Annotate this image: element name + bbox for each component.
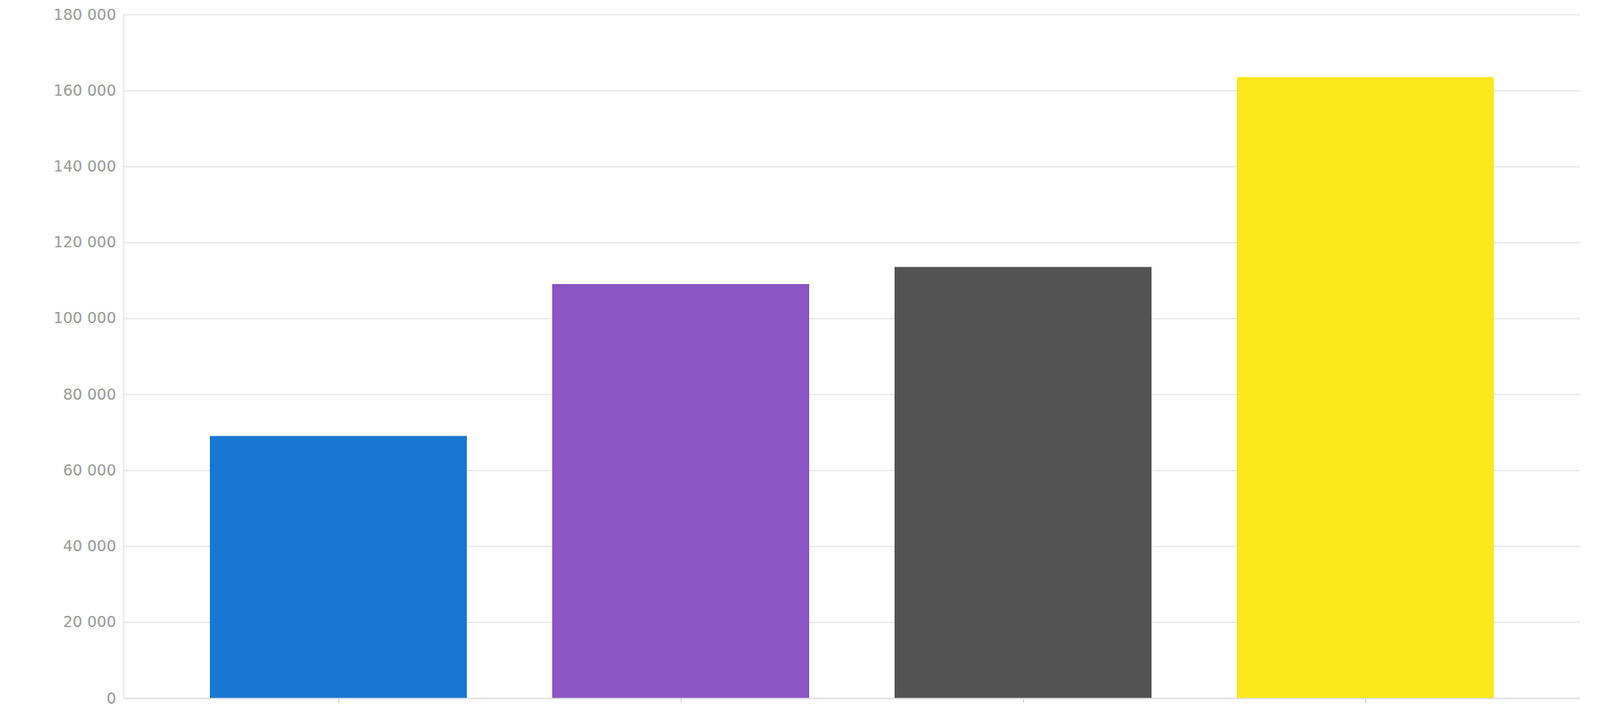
svg-text:120 000: 120 000 bbox=[53, 233, 117, 251]
svg-text:140 000: 140 000 bbox=[53, 157, 117, 175]
svg-text:80 000: 80 000 bbox=[63, 385, 116, 403]
svg-text:0: 0 bbox=[106, 689, 116, 708]
svg-text:160 000: 160 000 bbox=[53, 81, 117, 99]
svg-text:100 000: 100 000 bbox=[53, 308, 117, 327]
svg-text:60 000: 60 000 bbox=[63, 461, 116, 479]
svg-text:20 000: 20 000 bbox=[63, 612, 116, 631]
svg-text:180 000: 180 000 bbox=[53, 5, 117, 24]
svg-text:40 000: 40 000 bbox=[63, 537, 116, 555]
